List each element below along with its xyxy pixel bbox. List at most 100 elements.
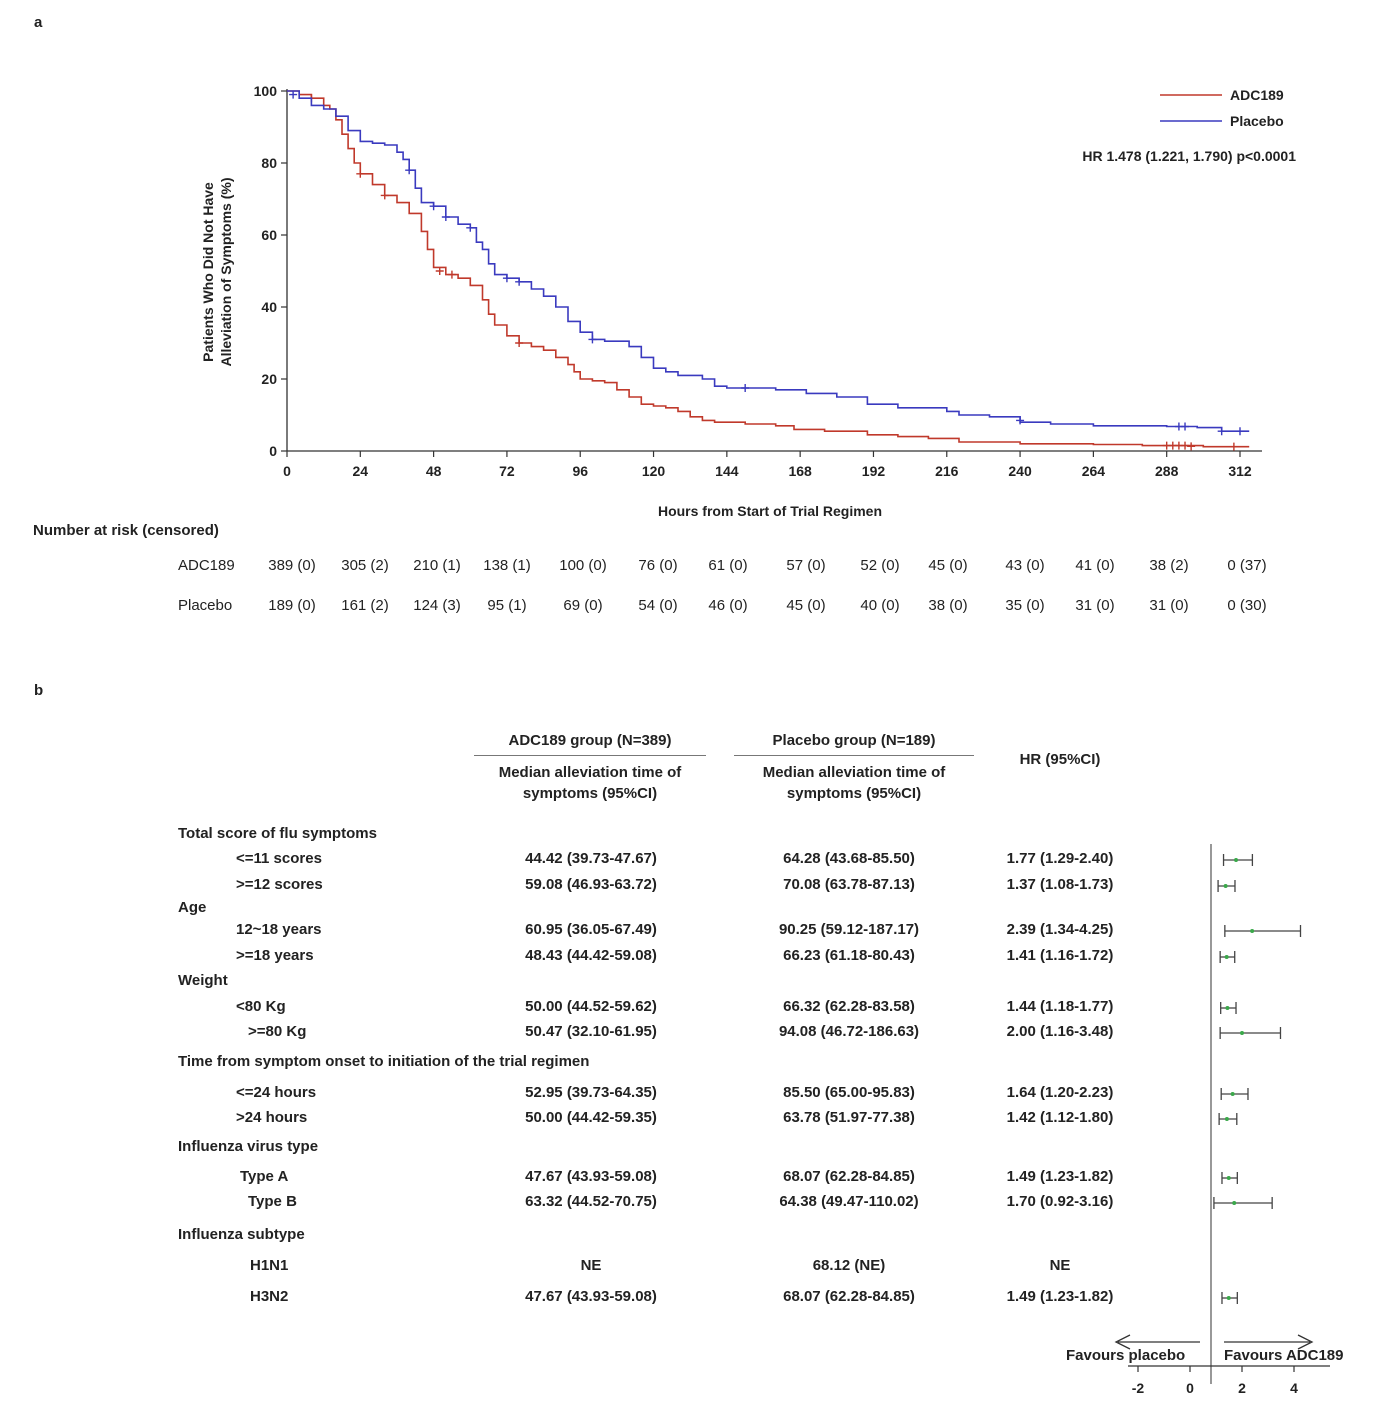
censor-mark-placebo	[441, 213, 450, 221]
subgroup-label: <80 Kg	[236, 998, 286, 1015]
risk-cell: 138 (1)	[483, 557, 531, 574]
placebo-median-cell: 90.25 (59.12-187.17)	[778, 921, 920, 938]
placebo-median-header-line2: symptoms (95%CI)	[786, 785, 922, 802]
placebo-median-header-line1: Median alleviation time of	[762, 764, 946, 781]
risk-cell: 31 (0)	[1149, 597, 1189, 614]
placebo-median-header: Median alleviation time of symptoms (95%…	[734, 762, 974, 804]
hr-cell: 1.41 (1.16-1.72)	[1006, 947, 1114, 964]
risk-cell: 95 (1)	[487, 597, 527, 614]
x-tick-label: 120	[642, 463, 666, 479]
risk-cell: 76 (0)	[638, 557, 678, 574]
x-tick-label: 216	[935, 463, 959, 479]
subgroup-label: Type B	[248, 1193, 297, 1210]
x-tick-label: 96	[572, 463, 588, 479]
hr-cell: 1.70 (0.92-3.16)	[1006, 1193, 1114, 1210]
censor-mark-placebo	[588, 335, 597, 344]
subgroup-label: H3N2	[250, 1288, 289, 1305]
risk-cell: 45 (0)	[928, 557, 968, 574]
risk-cell: 389 (0)	[268, 557, 316, 574]
group-title: Influenza subtype	[178, 1226, 305, 1243]
risk-cell: 45 (0)	[786, 597, 826, 614]
placebo-median-cell: 68.07 (62.28-84.85)	[783, 1288, 915, 1305]
risk-cell: 35 (0)	[1005, 597, 1045, 614]
subgroup-label: Type A	[240, 1168, 289, 1185]
hr-cell: 1.77 (1.29-2.40)	[1006, 850, 1114, 867]
risk-row-label: Placebo	[178, 597, 233, 614]
subgroup-label: >24 hours	[236, 1109, 308, 1126]
risk-cell: 124 (3)	[413, 597, 461, 614]
favours-placebo-label: Favours placebo	[1066, 1347, 1186, 1364]
censor-mark-adc189	[356, 169, 365, 178]
adc-median-cell: 48.43 (44.42-59.08)	[525, 947, 657, 964]
group-title: Age	[178, 899, 207, 916]
km-chart: 0 24 48 72 96 120 144 168 192 216 240 264 288 312 0 20 4…	[200, 83, 1296, 519]
adc-median-cell: 47.67 (43.93-59.08)	[525, 1168, 657, 1185]
censor-mark-placebo	[429, 202, 438, 211]
placebo-median-cell: 66.32 (62.28-83.58)	[783, 998, 915, 1015]
x-tick-label: 168	[788, 463, 812, 479]
risk-cell: 100 (0)	[559, 557, 607, 574]
subgroup-label: 12~18 years	[236, 921, 322, 938]
subgroup-label: <=11 scores	[236, 850, 322, 867]
adc-median-cell: NE	[580, 1257, 602, 1274]
censor-mark-placebo	[1016, 416, 1025, 425]
adc-median-cell: 50.00 (44.42-59.35)	[525, 1109, 657, 1126]
y-tick-label: 20	[261, 371, 277, 387]
x-tick-label: 264	[1082, 463, 1106, 479]
placebo-median-cell: 63.78 (51.97-77.38)	[783, 1109, 915, 1126]
risk-cell: 38 (0)	[928, 597, 968, 614]
placebo-group-header: Placebo group (N=189)	[772, 732, 936, 749]
hr-point-marker	[1250, 929, 1255, 933]
x-tick-label: 240	[1008, 463, 1032, 479]
hr-cell: NE	[1049, 1257, 1071, 1274]
censor-mark-placebo	[405, 166, 414, 175]
subgroup-label: <=24 hours	[236, 1084, 317, 1101]
risk-cell: 0 (37)	[1227, 557, 1267, 574]
series-line-placebo	[287, 90, 1250, 432]
risk-cell: 43 (0)	[1005, 557, 1045, 574]
risk-cell: 57 (0)	[786, 557, 826, 574]
legend-label-adc189: ADC189	[1230, 87, 1284, 103]
y-tick-label: 60	[261, 227, 277, 243]
legend-label-placebo: Placebo	[1230, 113, 1284, 129]
subgroup-label: >=80 Kg	[248, 1023, 307, 1040]
subgroup-label: >=12 scores	[236, 876, 323, 893]
y-tick-label: 40	[261, 299, 277, 315]
series-line-adc189	[287, 90, 1250, 448]
hr-point-marker	[1226, 1296, 1231, 1300]
adc-median-cell: 52.95 (39.73-64.35)	[525, 1084, 657, 1101]
censor-mark-placebo	[289, 90, 298, 99]
censor-mark-placebo	[1181, 422, 1190, 431]
hr-cell: 1.44 (1.18-1.77)	[1006, 998, 1114, 1015]
y-tick-label: 80	[261, 155, 277, 171]
panel-a-label: a	[34, 14, 43, 31]
censor-mark-adc189	[447, 270, 456, 279]
subgroup-label: >=18 years	[236, 947, 314, 964]
censor-mark-adc189	[1187, 442, 1196, 451]
risk-cell: 0 (30)	[1227, 597, 1267, 614]
risk-cell: 69 (0)	[563, 597, 603, 614]
adc-median-cell: 50.47 (32.10-61.95)	[525, 1023, 657, 1040]
placebo-median-cell: 68.07 (62.28-84.85)	[783, 1168, 915, 1185]
x-axis-title: Hours from Start of Trial Regimen	[658, 503, 882, 519]
hr-point-marker	[1225, 1006, 1230, 1010]
x-tick-label: 0	[283, 463, 291, 479]
adc-median-cell: 47.67 (43.93-59.08)	[525, 1288, 657, 1305]
censor-mark-placebo	[1236, 427, 1244, 436]
forest-x-tick-label: 0	[1186, 1380, 1194, 1396]
placebo-median-cell: 68.12 (NE)	[812, 1257, 886, 1274]
x-tick-label: 312	[1228, 463, 1252, 479]
hr-point-marker	[1226, 1176, 1231, 1180]
hr-header: HR (95%CI)	[1019, 751, 1101, 768]
x-tick-label: 72	[499, 463, 515, 479]
placebo-median-cell: 66.23 (61.18-80.43)	[783, 947, 915, 964]
placebo-median-cell: 70.08 (63.78-87.13)	[783, 876, 915, 893]
hazard-ratio-annotation: HR 1.478 (1.221, 1.790) p<0.0001	[1082, 148, 1296, 164]
group-title: Total score of flu symptoms	[178, 825, 377, 842]
censor-mark-adc189	[1229, 442, 1238, 451]
hr-point-marker	[1240, 1031, 1244, 1035]
risk-cell: 210 (1)	[413, 557, 461, 574]
hr-cell: 1.49 (1.23-1.82)	[1006, 1288, 1114, 1305]
hr-cell: 2.00 (1.16-3.48)	[1006, 1023, 1114, 1040]
censor-mark-placebo	[741, 384, 750, 392]
